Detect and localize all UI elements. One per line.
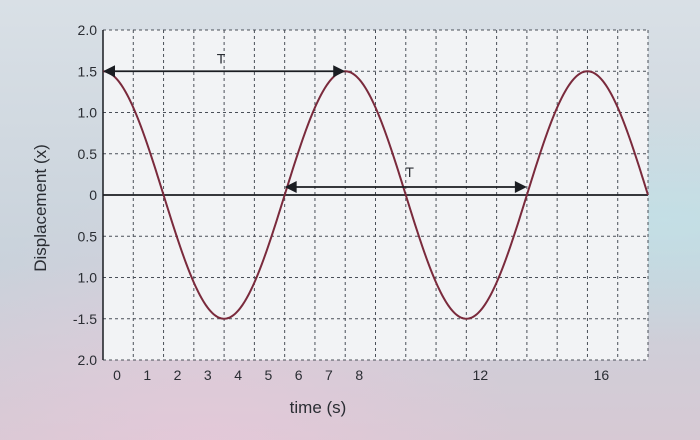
grid-lines xyxy=(102,29,649,361)
arrow-head-left-icon xyxy=(103,65,115,78)
x-axis-title: time (s) xyxy=(290,398,347,417)
arrow-head-right-icon xyxy=(333,65,346,78)
period-annotations: TT xyxy=(103,50,527,193)
y-tick-label: -1.5 xyxy=(73,311,97,327)
y-tick-label: 1.0 xyxy=(78,105,98,121)
y-tick-labels: 2.0 1.5 1.0 0.5 0 0.5 1.0 -1.5 2.0 xyxy=(73,22,97,368)
x-tick-label: 2 xyxy=(174,367,182,383)
displacement-wave-line xyxy=(102,70,649,320)
period-label: T xyxy=(217,50,226,66)
arrow-head-left-icon xyxy=(284,181,297,193)
y-tick-label: 0 xyxy=(89,187,97,203)
x-tick-label: 8 xyxy=(355,367,363,383)
x-tick-label: 5 xyxy=(264,367,272,383)
y-tick-label: 1.0 xyxy=(78,270,98,286)
x-tick-labels: 0 1 2 3 4 5 6 7 8 12 16 xyxy=(113,367,609,383)
x-tick-label: 3 xyxy=(204,367,212,383)
y-tick-label: 2.0 xyxy=(78,22,98,38)
x-tick-label: 1 xyxy=(143,367,151,383)
x-tick-label: 6 xyxy=(295,367,303,383)
y-tick-label: 1.5 xyxy=(78,63,98,79)
x-tick-label: 0 xyxy=(113,367,121,383)
period-label: T xyxy=(405,164,414,180)
x-tick-label: 4 xyxy=(234,367,242,383)
y-axis-title: Displacement (x) xyxy=(31,144,50,272)
x-tick-label: 12 xyxy=(473,367,489,383)
x-tick-label: 7 xyxy=(325,367,333,383)
y-tick-label: 0.5 xyxy=(78,146,98,162)
x-tick-label: 16 xyxy=(594,367,610,383)
arrow-head-right-icon xyxy=(514,181,527,193)
y-tick-label: 2.0 xyxy=(78,352,98,368)
y-tick-label: 0.5 xyxy=(78,228,98,244)
